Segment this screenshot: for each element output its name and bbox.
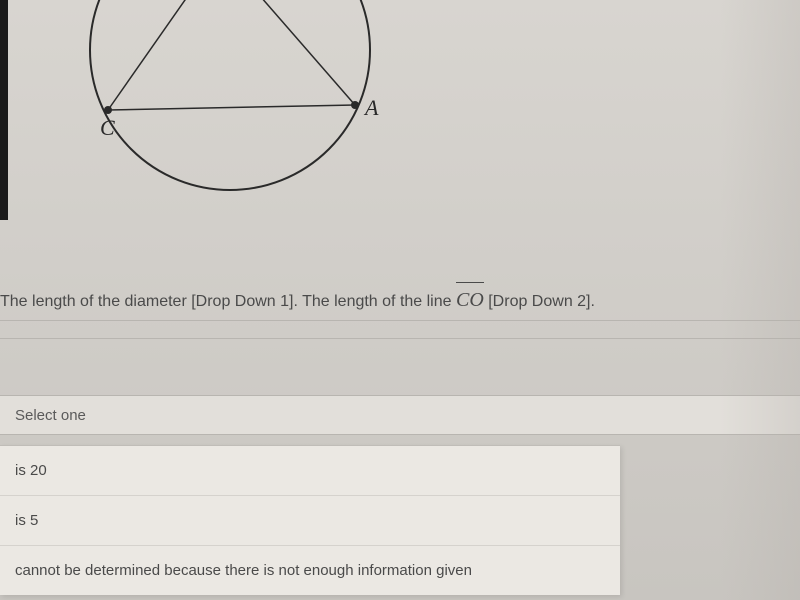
dropdown-select-header[interactable]: Select one [0,395,800,435]
point-a-dot [351,101,359,109]
line-c-top [108,0,220,110]
circle-triangle-svg: C A [60,0,460,210]
geometry-diagram: C A [0,0,800,220]
line-a-top [220,0,355,105]
question-text: The length of the diameter [Drop Down 1]… [0,283,595,315]
line-ca [108,105,355,110]
overline-bar [456,282,484,283]
segment-label: CO [456,289,484,311]
dropdown-option-1[interactable]: is 20 [0,446,620,496]
circle-outline [90,0,370,190]
dropdown-options-list: is 20 is 5 cannot be determined because … [0,445,620,595]
label-a: A [363,95,379,120]
dropdown-placeholder: Select one [15,407,86,424]
question-part2: [Drop Down 2]. [488,293,595,310]
point-c-dot [104,106,112,114]
dropdown-option-2[interactable]: is 5 [0,496,620,546]
segment-co: CO [456,283,484,315]
divider-line-1 [0,320,800,321]
dropdown-option-3[interactable]: cannot be determined because there is no… [0,546,620,595]
question-part1: The length of the diameter [Drop Down 1]… [0,293,456,310]
divider-line-2 [0,338,800,339]
label-c: C [100,115,115,140]
right-gradient [720,0,800,600]
